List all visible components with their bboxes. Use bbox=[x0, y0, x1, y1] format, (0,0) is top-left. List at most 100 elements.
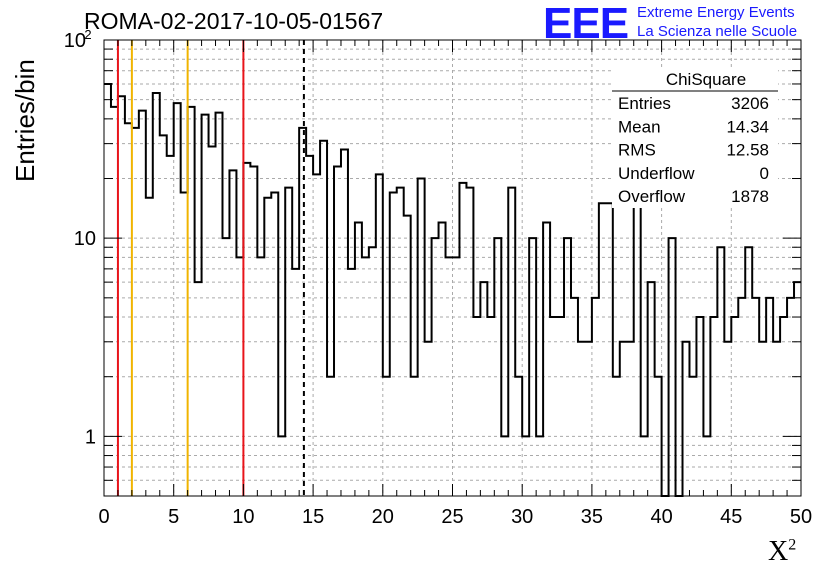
histogram-bar bbox=[745, 247, 752, 496]
histogram-bar bbox=[620, 342, 627, 496]
stats-label: RMS bbox=[618, 141, 656, 160]
histogram-bar bbox=[557, 317, 564, 496]
histogram-bar bbox=[634, 183, 641, 496]
x-tick-label: 50 bbox=[790, 506, 812, 528]
histogram-bar bbox=[229, 170, 236, 496]
reference-lines bbox=[116, 40, 305, 496]
histogram-bar bbox=[696, 317, 703, 496]
histogram-bar bbox=[202, 115, 209, 496]
histogram-bar bbox=[564, 238, 571, 496]
histogram-bar bbox=[111, 107, 118, 496]
histogram-bar bbox=[292, 269, 299, 496]
stats-value: 0 bbox=[760, 164, 769, 183]
histogram-bar bbox=[174, 103, 181, 496]
histogram-bar bbox=[376, 174, 383, 496]
histogram-bar bbox=[132, 128, 139, 496]
x-tick-label: 0 bbox=[98, 506, 109, 528]
histogram-bar bbox=[425, 342, 432, 496]
y-tick-label: 10 bbox=[64, 30, 86, 52]
histogram-bar bbox=[780, 317, 787, 496]
stats-label: Entries bbox=[618, 94, 671, 113]
histogram-bar bbox=[759, 342, 766, 496]
histogram-bar bbox=[125, 123, 132, 496]
stats-label: Underflow bbox=[618, 164, 695, 183]
logo-caption: Extreme Energy Events La Scienza nelle S… bbox=[637, 3, 797, 41]
histogram-bar bbox=[195, 282, 202, 496]
histogram-bar bbox=[160, 135, 167, 496]
histogram-bar bbox=[710, 317, 717, 496]
histogram-bar bbox=[139, 111, 146, 496]
x-tick-label: 40 bbox=[650, 506, 672, 528]
y-tick-label: 1 bbox=[85, 426, 96, 448]
histogram-bar bbox=[787, 298, 794, 496]
stats-value: 12.58 bbox=[726, 141, 769, 160]
histogram-bar bbox=[459, 183, 466, 496]
x-tick-label: 25 bbox=[441, 506, 463, 528]
histogram-bar bbox=[334, 166, 341, 496]
histogram-bar bbox=[216, 113, 223, 496]
stats-label: Overflow bbox=[618, 187, 686, 206]
axis-ticks bbox=[103, 39, 802, 497]
histogram-bar bbox=[592, 298, 599, 496]
x-tick-label: 20 bbox=[372, 506, 394, 528]
x-tick-label: 10 bbox=[232, 506, 254, 528]
histogram-bar bbox=[439, 222, 446, 496]
histogram-bar bbox=[752, 298, 759, 496]
histogram-bar bbox=[529, 238, 536, 496]
histogram-bar bbox=[320, 141, 327, 496]
x-tick-labels: 0 5 10 15 20 25 30 35 40 45 50 bbox=[98, 506, 812, 528]
x-tick-label: 30 bbox=[511, 506, 533, 528]
histogram-bar bbox=[104, 84, 111, 496]
histogram-bar bbox=[571, 298, 578, 496]
histogram-bar bbox=[766, 298, 773, 496]
histogram-bar bbox=[683, 342, 690, 496]
x-axis-label: X2 bbox=[768, 536, 796, 568]
x-tick-label: 35 bbox=[581, 506, 603, 528]
histogram-bins bbox=[104, 82, 801, 497]
histogram-bar bbox=[487, 317, 494, 496]
x-tick-label: 5 bbox=[168, 506, 179, 528]
eee-logo: EEE bbox=[543, 0, 629, 48]
histogram-bar bbox=[550, 317, 557, 496]
x-axis-label-sup: 2 bbox=[788, 536, 797, 554]
stats-value: 3206 bbox=[731, 94, 769, 113]
histogram-bar bbox=[432, 238, 439, 496]
stats-label: Mean bbox=[618, 117, 661, 136]
histogram-bar bbox=[418, 179, 425, 496]
histogram-bar bbox=[348, 269, 355, 496]
stats-value: 14.34 bbox=[726, 117, 769, 136]
histogram-bar bbox=[585, 342, 592, 496]
x-tick-label: 45 bbox=[720, 506, 742, 528]
logo-caption-line2: La Scienza nelle Scuole bbox=[637, 23, 798, 40]
histogram-bar bbox=[578, 342, 585, 496]
histogram-bar bbox=[243, 163, 250, 496]
histogram-bar bbox=[146, 198, 153, 496]
stats-title: ChiSquare bbox=[666, 70, 746, 89]
histogram-bar bbox=[627, 342, 634, 496]
histogram-bar bbox=[369, 247, 376, 496]
histogram-bar bbox=[773, 342, 780, 496]
histogram-bar bbox=[222, 238, 229, 496]
y-tick-label-exponent: 2 bbox=[84, 27, 91, 42]
histogram-bar bbox=[731, 317, 738, 496]
histogram-bar bbox=[494, 238, 501, 496]
histogram-bar bbox=[313, 174, 320, 496]
histogram-bar bbox=[473, 317, 480, 496]
histogram-bar bbox=[717, 247, 724, 496]
histogram-bar bbox=[341, 150, 348, 496]
histogram-bar bbox=[250, 166, 257, 496]
histogram-bar bbox=[188, 107, 195, 496]
chart-title: ROMA-02-2017-10-05-01567 bbox=[84, 8, 384, 34]
x-axis-label-text: X bbox=[768, 536, 789, 567]
histogram-bar bbox=[738, 298, 745, 496]
logo-caption-line1: Extreme Energy Events bbox=[637, 4, 795, 21]
histogram-bar bbox=[669, 238, 676, 496]
histogram-bar bbox=[480, 282, 487, 496]
histogram-bar bbox=[355, 222, 362, 496]
stats-value: 1878 bbox=[731, 187, 769, 206]
histogram-bar bbox=[299, 128, 306, 496]
histogram-bar bbox=[264, 198, 271, 496]
histogram-bar bbox=[209, 147, 216, 496]
